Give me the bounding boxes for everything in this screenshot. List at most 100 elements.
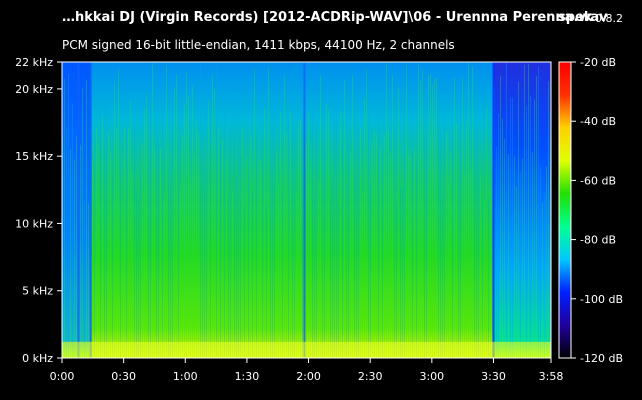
texture-streak <box>118 69 119 358</box>
texture-streak <box>324 149 325 358</box>
texture-streak <box>176 74 177 359</box>
texture-streak <box>246 158 247 358</box>
texture-streak <box>98 142 99 358</box>
texture-streak <box>418 63 419 359</box>
texture-streak <box>368 113 369 358</box>
texture-streak <box>160 148 161 358</box>
texture-streak <box>430 74 431 358</box>
texture-streak <box>404 146 405 358</box>
texture-streak <box>502 118 503 358</box>
texture-streak <box>120 162 121 358</box>
texture-streak <box>150 101 151 359</box>
texture-streak <box>394 126 395 359</box>
texture-streak <box>540 166 541 358</box>
texture-streak <box>154 148 155 358</box>
texture-streak <box>248 173 249 358</box>
texture-streak <box>216 66 217 358</box>
texture-streak <box>530 95 531 358</box>
texture-streak <box>138 199 139 358</box>
texture-streak <box>448 177 449 358</box>
texture-streak <box>350 152 351 358</box>
texture-streak <box>460 91 461 359</box>
texture-streak <box>134 102 135 359</box>
texture-streak <box>270 89 271 359</box>
x-tick-label: 3:58 <box>539 370 564 383</box>
texture-streak <box>464 174 465 358</box>
x-tick-label: 1:30 <box>235 370 260 383</box>
texture-streak <box>298 121 299 359</box>
texture-streak <box>500 75 501 358</box>
texture-streak <box>484 199 485 358</box>
texture-streak <box>490 190 491 358</box>
texture-streak <box>208 101 209 358</box>
texture-streak <box>166 65 167 359</box>
texture-streak <box>272 96 273 359</box>
colorbar-tick-label: -60 dB <box>580 174 616 187</box>
texture-streak <box>482 204 483 358</box>
texture-streak <box>400 186 401 358</box>
texture-streak <box>340 111 341 358</box>
texture-streak <box>512 97 513 358</box>
texture-streak <box>398 86 399 358</box>
texture-streak <box>544 192 545 358</box>
texture-streak <box>342 144 343 358</box>
x-tick-label: 2:30 <box>358 370 383 383</box>
texture-streak <box>252 192 253 358</box>
texture-streak <box>194 154 195 358</box>
texture-streak <box>420 80 421 358</box>
texture-streak <box>158 129 159 358</box>
y-axis: 0 kHz 5 kHz 10 kHz 15 kHz 20 kHz 22 kHz <box>15 56 62 365</box>
texture-streak <box>112 174 113 358</box>
texture-streak <box>142 144 143 358</box>
low-frequency-band <box>62 341 551 358</box>
texture-streak <box>320 74 321 358</box>
texture-streak <box>226 159 227 358</box>
texture-streak <box>72 104 73 358</box>
texture-streak <box>268 67 269 358</box>
texture-streak <box>352 74 353 359</box>
texture-streak <box>458 177 459 358</box>
texture-streak <box>462 77 463 358</box>
texture-streak <box>76 135 77 358</box>
texture-streak <box>514 155 515 358</box>
x-tick-label: 0:00 <box>50 370 75 383</box>
texture-streak <box>330 198 331 358</box>
texture-streak <box>180 186 181 358</box>
texture-streak <box>338 204 339 358</box>
texture-streak <box>96 127 97 358</box>
texture-streak <box>518 81 519 359</box>
y-tick-label: 20 kHz <box>15 83 53 96</box>
texture-streak <box>376 133 377 358</box>
texture-streak <box>526 105 527 358</box>
texture-streak <box>474 127 475 358</box>
texture-streak <box>128 128 129 358</box>
texture-streak <box>446 130 447 358</box>
colorbar-axis: -20 dB -40 dB -60 dB -80 dB -100 dB -120 dB <box>571 56 623 365</box>
texture-streak <box>496 146 497 358</box>
texture-streak <box>256 131 257 358</box>
texture-streak <box>360 127 361 358</box>
texture-streak <box>200 63 201 359</box>
y-tick-label: 5 kHz <box>22 285 53 298</box>
texture-streak <box>64 79 65 358</box>
texture-streak <box>520 172 521 358</box>
texture-streak <box>384 134 385 358</box>
texture-streak <box>196 121 197 358</box>
texture-streak <box>82 88 83 359</box>
texture-streak <box>440 130 441 358</box>
texture-streak <box>124 126 125 358</box>
texture-streak <box>548 81 549 358</box>
texture-streak <box>84 200 85 358</box>
texture-streak <box>516 186 517 358</box>
event-line <box>89 62 92 358</box>
texture-streak <box>126 126 127 359</box>
texture-streak <box>480 175 481 358</box>
texture-streak <box>80 144 81 358</box>
texture-streak <box>432 83 433 358</box>
texture-streak <box>472 66 473 358</box>
colorbar-tick-label: -120 dB <box>580 352 623 365</box>
texture-streak <box>162 80 163 358</box>
x-axis: 0:00 0:30 1:00 1:30 2:00 2:30 3:00 3:30 3:58 <box>50 358 564 383</box>
texture-streak <box>328 109 329 359</box>
texture-streak <box>470 169 471 358</box>
